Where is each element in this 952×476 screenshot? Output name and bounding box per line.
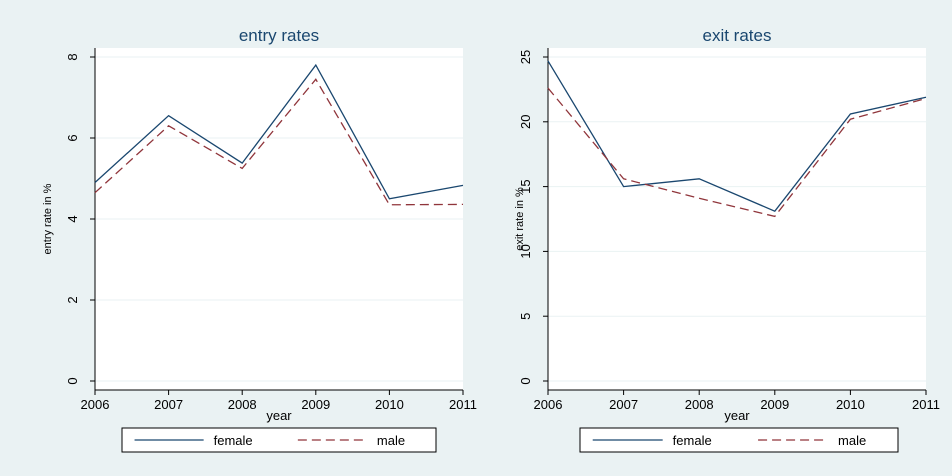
x-tick-label: 2006 (534, 397, 563, 412)
y-tick-label: 0 (518, 377, 533, 384)
x-tick-label: 2008 (228, 397, 257, 412)
y-tick-label: 25 (518, 50, 533, 64)
y-tick-label: 5 (518, 313, 533, 320)
y-tick-label: 15 (518, 179, 533, 193)
x-tick-label: 2009 (301, 397, 330, 412)
y-axis-title: entry rate in % (42, 183, 54, 254)
series-line-male (547, 87, 927, 218)
x-tick-label: 2009 (760, 397, 789, 412)
x-axis-title: year (266, 408, 292, 423)
legend-label-male: male (377, 433, 405, 448)
y-tick-label: 10 (518, 244, 533, 258)
x-tick-label: 2010 (836, 397, 865, 412)
y-tick-label: 8 (65, 53, 80, 60)
y-tick-label: 0 (65, 377, 80, 384)
chart-title: exit rates (703, 26, 772, 45)
y-tick-label: 20 (518, 115, 533, 129)
x-tick-label: 2010 (375, 397, 404, 412)
x-axis-title: year (724, 408, 750, 423)
y-tick-label: 6 (65, 134, 80, 141)
y-axis-title: exit rate in % (514, 187, 526, 251)
chart-title: entry rates (239, 26, 319, 45)
x-tick-label: 2008 (685, 397, 714, 412)
series-line-female (94, 63, 464, 200)
series-line-female (547, 60, 927, 212)
y-tick-label: 2 (65, 296, 80, 303)
x-tick-label: 2007 (609, 397, 638, 412)
x-tick-label: 2006 (81, 397, 110, 412)
legend-label-female: female (673, 433, 712, 448)
x-tick-label: 2007 (154, 397, 183, 412)
chart-panel-2: exit rates 0 5 10 15 20 25 exit rate in % 2006 20… (490, 16, 940, 453)
plot-area (548, 48, 926, 390)
x-tick-label: 2011 (912, 397, 940, 412)
legend-label-female: female (214, 433, 253, 448)
y-tick-label: 4 (65, 215, 80, 222)
series-line-male (94, 78, 464, 206)
chart-panel-1: entry rates 0 2 4 6 8 entry rate in % 2006 2007 2… (18, 16, 477, 453)
legend-label-male: male (838, 433, 866, 448)
x-tick-label: 2011 (449, 397, 477, 412)
